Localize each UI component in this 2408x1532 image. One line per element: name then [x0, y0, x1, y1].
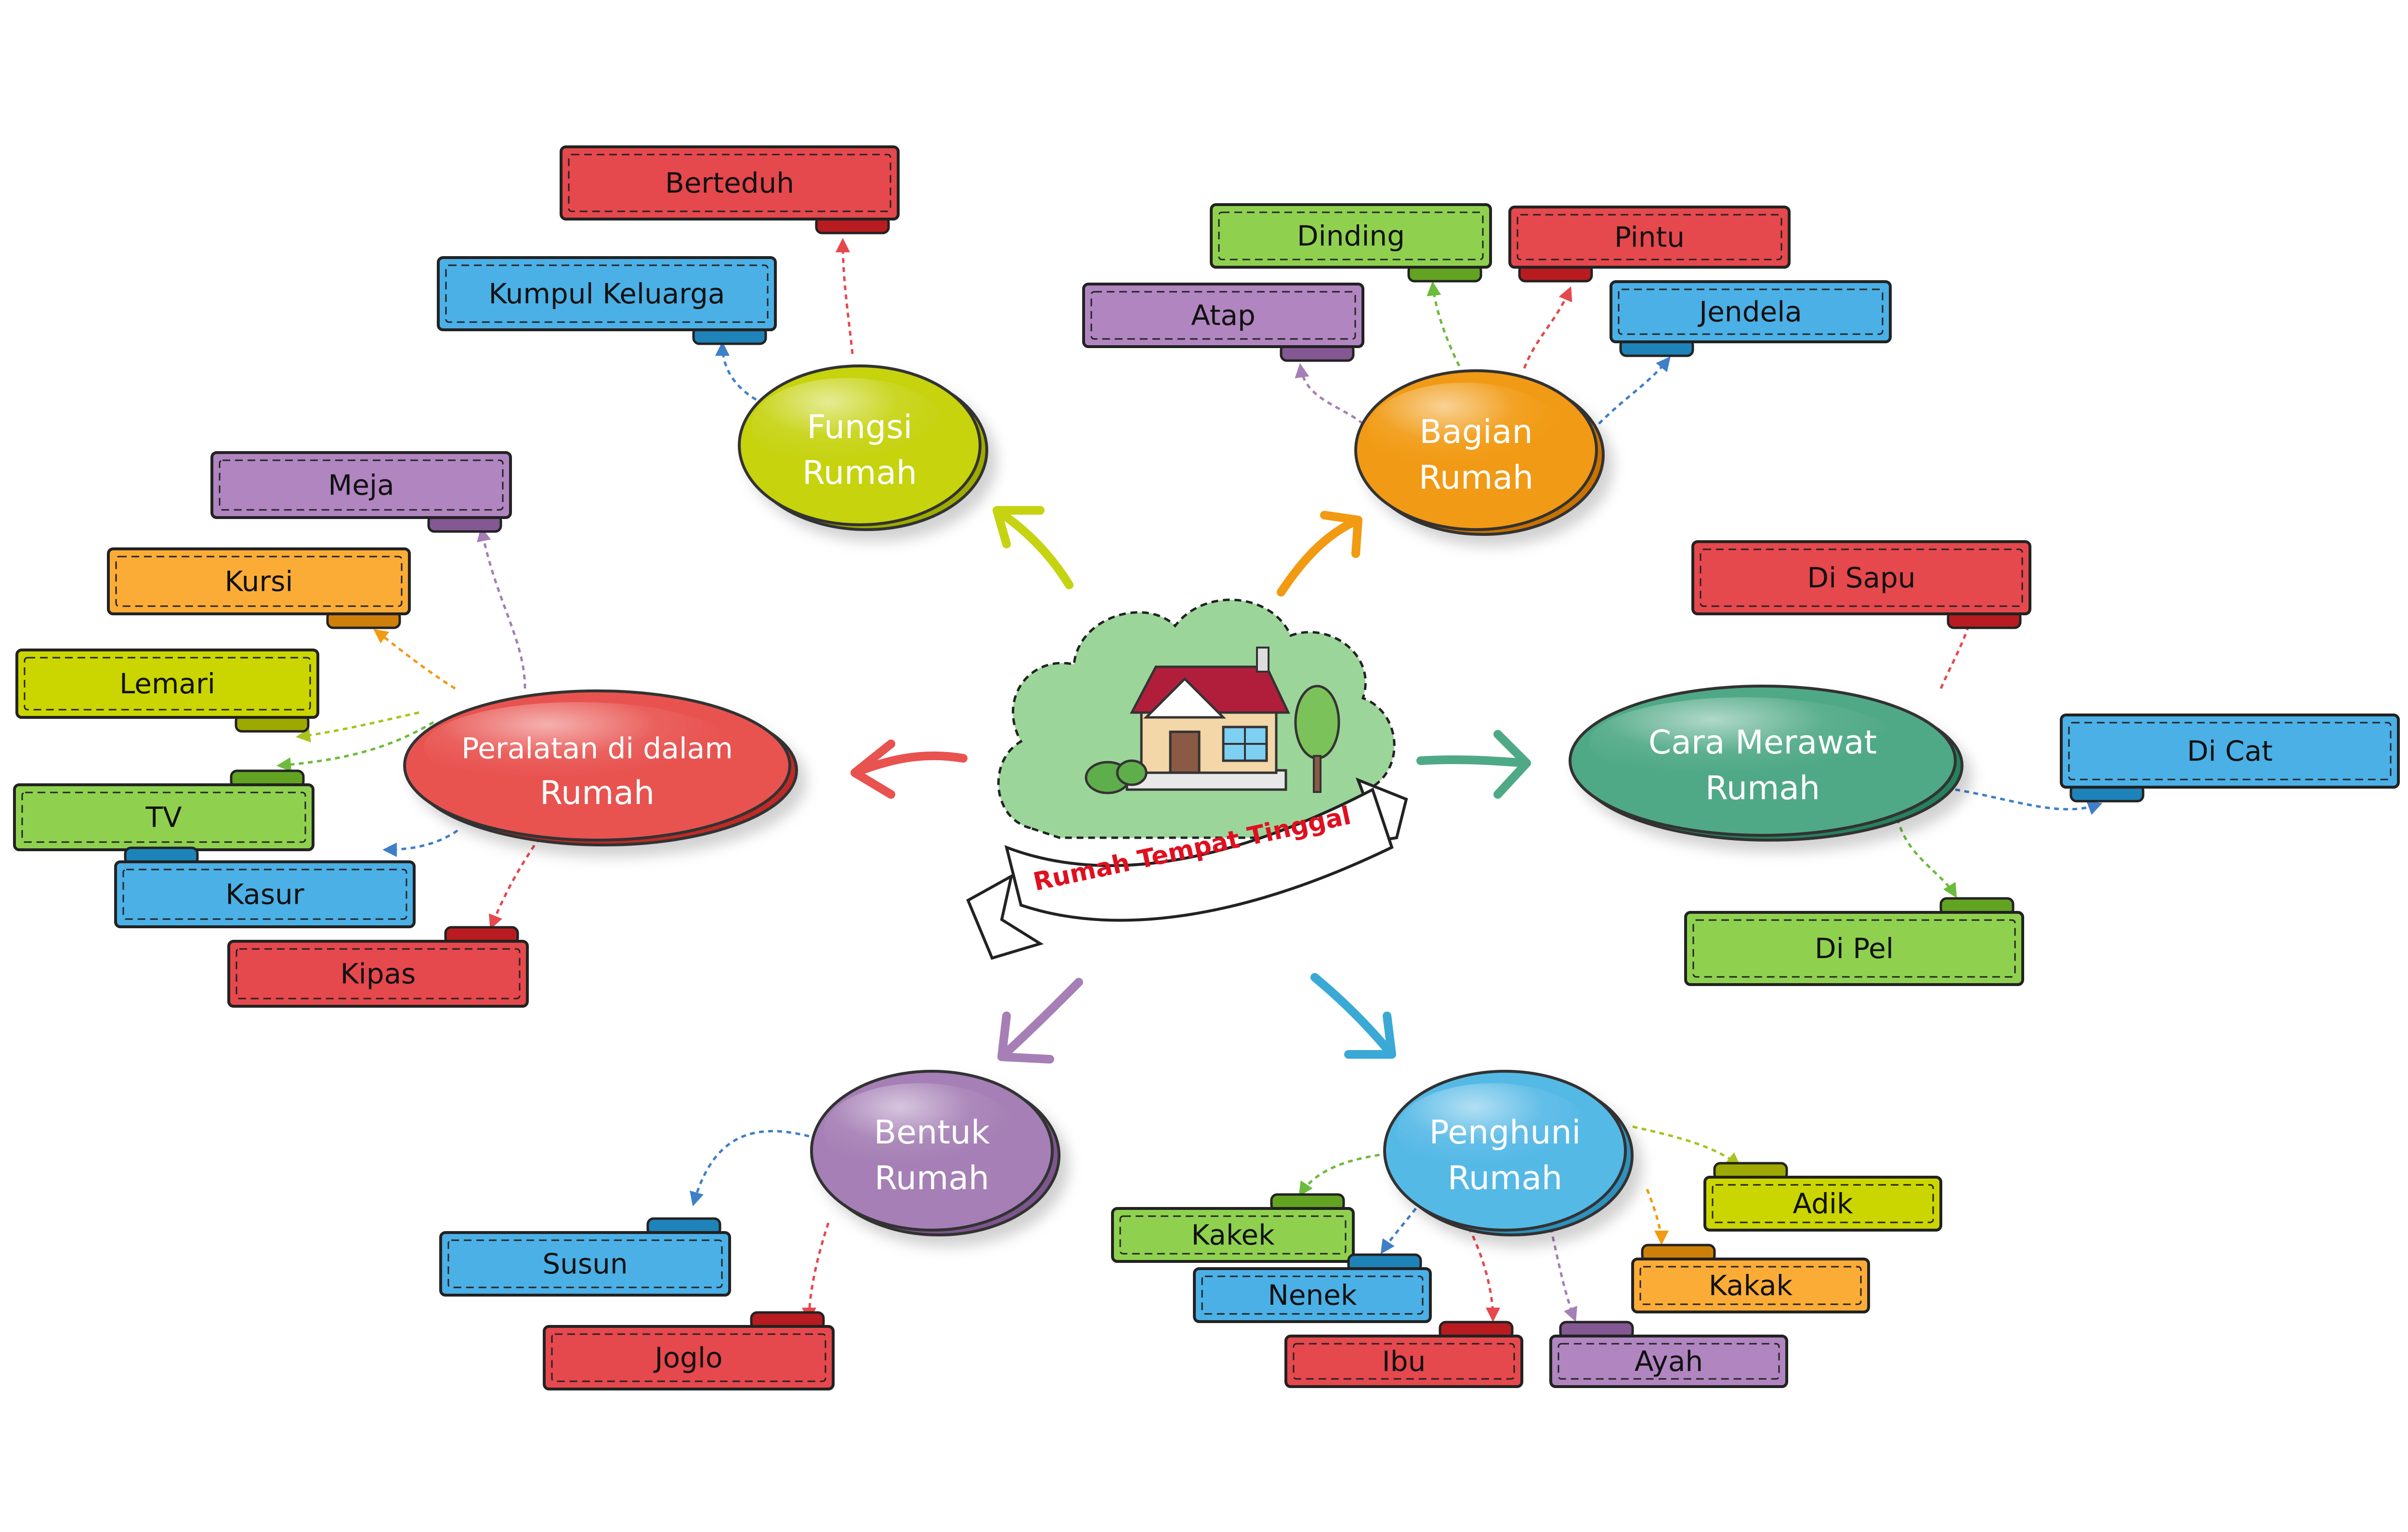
leaf-box-meja[interactable]: Meja — [210, 451, 512, 533]
arrow-to-peralatan — [851, 740, 968, 799]
leaf-label: Pintu — [1614, 221, 1685, 254]
leaf-label: Dinding — [1297, 220, 1405, 252]
arrow-to-bagian — [1277, 511, 1362, 597]
stitch-border — [1712, 1184, 1934, 1223]
leaf-box-nenek[interactable]: Nenek — [1193, 1253, 1432, 1323]
leaf-box-kumpul-keluarga[interactable]: Kumpul Keluarga — [437, 256, 777, 345]
leaf-label: Ibu — [1382, 1345, 1426, 1378]
stitch-border — [236, 948, 521, 1000]
leaf-box-kakek[interactable]: Kakek — [1111, 1193, 1355, 1263]
leaf-label: Di Cat — [2187, 735, 2273, 767]
leaf-label: Meja — [328, 469, 394, 502]
stitch-border — [551, 1333, 826, 1382]
leaf-box-di-sapu[interactable]: Di Sapu — [1691, 540, 2031, 629]
branch-node-fungsi[interactable]: Fungsi Rumah — [738, 364, 988, 531]
arrow-to-fungsi — [993, 506, 1073, 589]
arrow-to-merawat — [1416, 730, 1531, 799]
branch-title-line2: Rumah — [540, 774, 654, 812]
stitch-border — [445, 264, 769, 323]
leaf-box-jendela[interactable]: Jendela — [1610, 280, 1892, 357]
leaf-label: Adik — [1793, 1187, 1853, 1220]
stitch-border — [1218, 211, 1484, 260]
branch-title-line2: Rumah — [802, 454, 917, 492]
branch-node-bentuk[interactable]: Bentuk Rumah — [810, 1070, 1060, 1236]
stitch-border — [219, 459, 504, 511]
leaf-label: Ayah — [1635, 1345, 1703, 1378]
branch-title-line2: Rumah — [1705, 769, 1820, 807]
stitch-border — [115, 556, 403, 607]
leaf-box-berteduh[interactable]: Berteduh — [560, 145, 900, 234]
stitch-border — [21, 792, 306, 843]
leaf-label: Susun — [542, 1247, 628, 1280]
stitch-border — [1119, 1215, 1347, 1255]
center-topic: Rumah Tempat Tinggal — [966, 598, 1408, 960]
leaf-label: Di Sapu — [1807, 561, 1915, 594]
leaf-connectors — [276, 238, 2103, 1322]
branch-title-line1: Bagian — [1419, 413, 1532, 451]
leaf-label: Kumpul Keluarga — [489, 277, 725, 310]
leaf-box-dinding[interactable]: Dinding — [1210, 203, 1492, 283]
branch-node-peralatan[interactable]: Peralatan di dalam Rumah — [403, 689, 798, 846]
leaf-label: TV — [145, 801, 182, 834]
leaf-box-tv[interactable]: TV — [13, 769, 314, 851]
leaf-box-atap[interactable]: Atap — [1082, 283, 1364, 362]
leaf-label: Kakak — [1709, 1269, 1793, 1302]
branch-title-line2: Rumah — [875, 1159, 989, 1197]
leaf-box-ayah[interactable]: Ayah — [1549, 1321, 1788, 1388]
leaf-box-kakak[interactable]: Kakak — [1631, 1244, 1870, 1313]
branch-node-bagian[interactable]: Bagian Rumah — [1354, 369, 1605, 536]
stitch-border — [1201, 1275, 1424, 1315]
leaf-label: Jendela — [1698, 296, 1802, 328]
leaf-label: Nenek — [1268, 1279, 1357, 1311]
stitch-border — [1639, 1266, 1862, 1305]
leaf-box-kursi[interactable]: Kursi — [107, 547, 411, 629]
branch-title-line1: Peralatan di dalam — [461, 732, 733, 766]
leaf-box-kipas[interactable]: Kipas — [227, 926, 529, 1008]
branch-title-line1: Bentuk — [874, 1114, 990, 1152]
branch-node-merawat[interactable]: Cara Merawat Rumah — [1569, 685, 1963, 842]
leaf-box-di-pel[interactable]: Di Pel — [1684, 897, 2024, 986]
stitch-border — [447, 1239, 723, 1288]
stitch-border — [1293, 1343, 1515, 1380]
leaf-label: Kipas — [340, 958, 416, 990]
leaf-box-kasur[interactable]: Kasur — [114, 846, 416, 928]
arrow-to-bentuk — [997, 978, 1083, 1064]
branch-title-line1: Cara Merawat — [1649, 724, 1877, 762]
leaf-label: Kakek — [1191, 1219, 1275, 1251]
branch-node-penghuni[interactable]: Penghuni Rumah — [1383, 1070, 1634, 1236]
arrow-to-penghuni — [1310, 973, 1396, 1059]
leaf-box-di-cat[interactable]: Di Cat — [2060, 714, 2400, 803]
stitch-border — [1090, 291, 1356, 340]
leaf-label: Atap — [1191, 299, 1256, 332]
branch-title-line2: Rumah — [1419, 459, 1533, 497]
main-arrows — [851, 506, 1531, 1064]
leaf-label: Berteduh — [665, 167, 794, 199]
leaf-label: Kursi — [224, 565, 293, 598]
leaf-box-susun[interactable]: Susun — [439, 1217, 731, 1297]
leaf-box-pintu[interactable]: Pintu — [1508, 206, 1791, 283]
leaf-box-adik[interactable]: Adik — [1703, 1162, 1942, 1232]
stitch-border — [1557, 1343, 1780, 1380]
stitch-border — [1517, 214, 1782, 260]
stitch-border — [1692, 919, 2016, 978]
leaf-label: Di Pel — [1815, 932, 1894, 965]
stitch-border — [24, 657, 311, 711]
stitch-border — [1618, 288, 1884, 335]
leaf-box-lemari[interactable]: Lemari — [15, 649, 319, 733]
leaf-box-joglo[interactable]: Joglo — [543, 1311, 835, 1390]
leaf-box-ibu[interactable]: Ibu — [1284, 1321, 1523, 1388]
branch-title-line1: Fungsi — [807, 408, 912, 446]
branch-title-line2: Rumah — [1448, 1159, 1562, 1197]
stitch-border — [1700, 548, 2023, 607]
house-icon — [1085, 647, 1340, 794]
branch-title-line1: Penghuni — [1429, 1114, 1581, 1152]
leaf-label: Joglo — [653, 1341, 722, 1374]
leaf-label: Lemari — [119, 667, 215, 700]
stitch-border — [568, 154, 891, 212]
stitch-border — [122, 869, 407, 920]
leaf-label: Kasur — [225, 878, 304, 911]
stitch-border — [2068, 722, 2392, 780]
